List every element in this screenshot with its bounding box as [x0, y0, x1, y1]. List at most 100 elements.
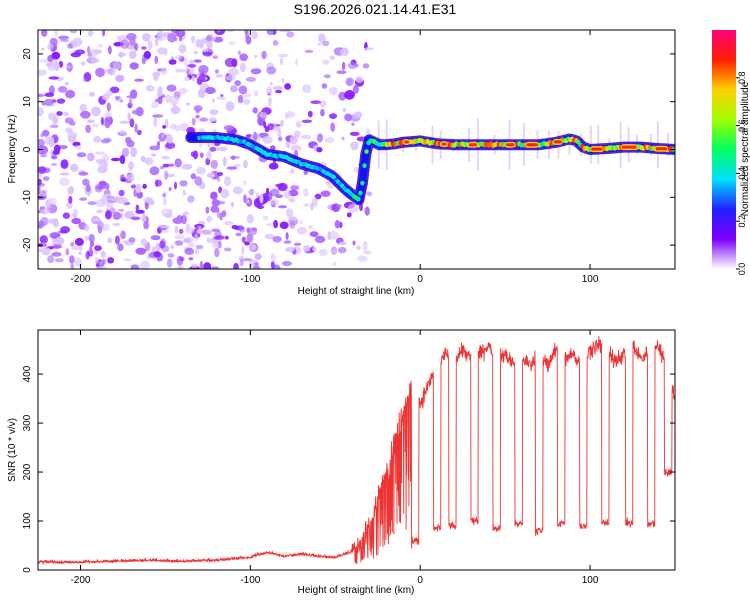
- noise-blob: [125, 136, 132, 144]
- noise-blob: [212, 55, 219, 60]
- noise-blob: [288, 189, 299, 197]
- noise-blob: [129, 118, 135, 128]
- noise-blob: [161, 66, 168, 76]
- noise-blob: [243, 179, 247, 186]
- noise-blob: [169, 95, 180, 106]
- noise-blob: [267, 123, 275, 131]
- noise-blob: [205, 36, 212, 42]
- noise-blob: [47, 62, 56, 72]
- noise-blob: [351, 122, 355, 126]
- noise-blob: [317, 42, 322, 46]
- noise-blob: [206, 40, 213, 49]
- noise-blob: [341, 136, 345, 141]
- ridge-cell: [356, 196, 361, 202]
- noise-blob: [257, 205, 264, 210]
- noise-blob: [60, 159, 69, 170]
- noise-blob: [210, 205, 220, 213]
- noise-blob: [51, 163, 58, 166]
- noise-blob: [318, 33, 326, 43]
- noise-blob: [223, 125, 235, 131]
- noise-blob: [318, 248, 328, 257]
- noise-blob: [307, 110, 313, 118]
- noise-blob: [303, 188, 309, 197]
- noise-blob: [59, 177, 70, 186]
- noise-blob: [42, 176, 50, 181]
- y-tick-label: 200: [22, 463, 33, 480]
- noise-blob: [94, 256, 99, 264]
- noise-blob: [320, 100, 327, 108]
- spectrogram-x-label: Height of straight line (km): [298, 286, 415, 297]
- x-tick-label: -100: [240, 274, 260, 285]
- snr-frame: [37, 329, 676, 571]
- noise-blob: [190, 173, 197, 180]
- noise-blob: [214, 30, 226, 36]
- noise-blob: [176, 255, 184, 266]
- noise-blob: [52, 99, 57, 103]
- noise-blob: [56, 111, 63, 116]
- noise-blob: [63, 111, 69, 117]
- noise-blob: [44, 135, 52, 145]
- noise-blob: [40, 133, 44, 138]
- x-tick-label: -200: [70, 575, 90, 586]
- noise-blob: [201, 229, 212, 235]
- noise-blob: [80, 61, 86, 66]
- noise-blob: [279, 221, 289, 230]
- noise-blob: [54, 30, 58, 37]
- noise-blob: [87, 119, 95, 124]
- noise-blob: [67, 43, 73, 49]
- noise-blob: [270, 253, 277, 263]
- noise-blob: [120, 39, 130, 50]
- noise-blob: [49, 124, 59, 129]
- noise-blob: [266, 86, 273, 95]
- noise-blob: [203, 262, 212, 269]
- noise-blob: [175, 68, 186, 73]
- noise-blob: [91, 106, 101, 117]
- noise-blob: [129, 97, 133, 108]
- noise-blob: [176, 30, 180, 36]
- noise-blob: [118, 208, 125, 212]
- noise-blob: [206, 237, 212, 243]
- y-tick-label: 0: [22, 146, 33, 152]
- noise-blob: [273, 219, 278, 229]
- noise-blob: [338, 241, 347, 246]
- ridge-hot-core: [621, 145, 637, 149]
- noise-blob: [266, 30, 274, 36]
- x-tick-label: -100: [240, 575, 260, 586]
- noise-blob: [154, 37, 159, 47]
- noise-blob: [294, 242, 302, 246]
- noise-blob: [286, 31, 295, 38]
- noise-blob: [224, 235, 229, 240]
- noise-blob: [167, 253, 175, 258]
- noise-blob: [105, 90, 113, 96]
- noise-blob: [38, 248, 43, 253]
- noise-blob: [250, 68, 262, 75]
- noise-blob: [87, 201, 98, 206]
- noise-blob: [60, 226, 70, 234]
- noise-blob: [246, 214, 254, 224]
- noise-blob: [199, 90, 205, 95]
- noise-blob: [153, 251, 161, 258]
- noise-blob: [74, 257, 83, 267]
- noise-blob: [248, 188, 255, 196]
- snr-x-ticks: -200 -100 0 100: [70, 330, 599, 586]
- noise-blob: [107, 237, 113, 244]
- noise-blob: [174, 158, 182, 168]
- noise-blob: [162, 163, 170, 168]
- noise-blob: [107, 257, 115, 264]
- noise-blob: [289, 135, 298, 145]
- noise-blob: [268, 162, 279, 170]
- noise-blob: [107, 68, 116, 76]
- noise-blob: [235, 232, 242, 237]
- noise-blob: [310, 100, 322, 104]
- noise-blob: [243, 98, 251, 105]
- snr-line-layer: [38, 336, 675, 565]
- noise-blob: [283, 190, 291, 199]
- noise-blob: [149, 145, 161, 151]
- noise-blob: [100, 116, 104, 125]
- noise-blob: [215, 200, 226, 205]
- noise-blob: [99, 260, 104, 266]
- noise-blob: [58, 145, 68, 150]
- noise-blob: [115, 74, 125, 82]
- noise-blob: [130, 147, 138, 158]
